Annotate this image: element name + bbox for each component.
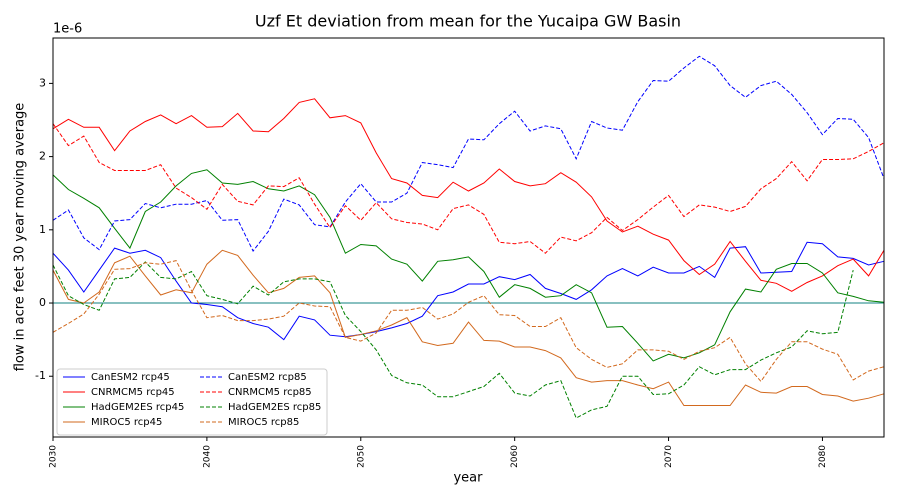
y-tick-label: 3 [39, 76, 46, 89]
legend-label: CNRMCM5 rcp85 [228, 387, 312, 398]
x-tick-label: 2050 [356, 445, 366, 468]
plot-frame [52, 37, 885, 438]
legend-label: CanESM2 rcp45 [91, 372, 170, 383]
chart-title: Uzf Et deviation from mean for the Yucai… [255, 12, 681, 31]
legend-box [56, 368, 328, 436]
series-line [52, 98, 885, 292]
y-axis-label: flow in acre feet 30 year moving average [13, 103, 28, 372]
legend-label: HadGEM2ES rcp45 [91, 402, 184, 413]
x-tick-label: 2080 [818, 445, 828, 468]
y-tick-label: -1 [35, 369, 46, 382]
series-line [52, 241, 885, 341]
y-tick-label: 2 [39, 150, 46, 163]
legend-label: CanESM2 rcp85 [228, 372, 307, 383]
series-line [52, 169, 885, 362]
legend-label: MIROC5 rcp45 [91, 417, 162, 428]
series-line [52, 249, 885, 406]
series-line [52, 261, 854, 419]
y-tick-label: 1 [39, 223, 46, 236]
legend-label: CNRMCM5 rcp45 [91, 387, 175, 398]
series-line [52, 123, 885, 254]
y-tick-label: 0 [39, 296, 46, 309]
series-line [52, 55, 885, 252]
x-tick-label: 2040 [202, 445, 212, 468]
legend-label: HadGEM2ES rcp85 [228, 402, 321, 413]
x-tick-label: 2030 [49, 445, 59, 468]
y-offset-text: 1e-6 [53, 22, 82, 37]
x-tick-label: 2060 [510, 445, 520, 468]
legend-label: MIROC5 rcp85 [228, 417, 299, 428]
x-axis-label: year [453, 471, 483, 486]
legend: CanESM2 rcp45 CNRMCM5 rcp45 HadGEM2ES rcp4… [56, 368, 328, 436]
series-line [52, 260, 885, 383]
x-tick-label: 2070 [664, 445, 674, 468]
